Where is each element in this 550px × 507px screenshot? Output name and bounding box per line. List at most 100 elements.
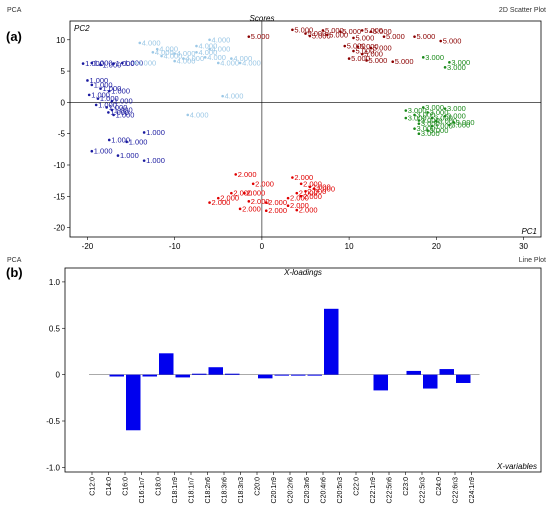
- score-point: [360, 29, 364, 32]
- score-point: [186, 113, 190, 117]
- score-point-label: 2.000: [299, 189, 318, 198]
- loading-bar: [406, 370, 421, 375]
- x-tick-label: -10: [169, 242, 181, 251]
- score-point-label: 4.000: [225, 92, 244, 101]
- score-point: [142, 159, 146, 162]
- score-point-label: 2.000: [303, 179, 322, 188]
- score-point-label: 4.000: [233, 54, 252, 63]
- score-point-label: 5.000: [347, 42, 366, 51]
- score-point: [295, 191, 299, 195]
- plot-b-title: X-loadings: [283, 268, 322, 277]
- score-point: [291, 28, 294, 32]
- x-tick-label: C12:0: [90, 477, 97, 496]
- score-point-label: 3.000: [417, 124, 436, 133]
- x-tick-label: C18:3n3: [238, 477, 245, 504]
- score-point: [112, 113, 115, 117]
- loading-bar: [175, 374, 190, 378]
- score-point-label: 1.000: [116, 110, 135, 119]
- score-point: [321, 29, 325, 32]
- score-point: [110, 108, 114, 112]
- plot-b-bars: [109, 308, 471, 431]
- x-tick-label: C20:5n3: [337, 477, 344, 504]
- loading-bar: [142, 374, 157, 377]
- score-point: [138, 41, 142, 45]
- score-point-label: 2.000: [290, 201, 309, 210]
- x-tick-label: C22:5n3: [420, 477, 427, 504]
- x-tick-label: C20:1n9: [271, 477, 278, 504]
- score-point-label: 2.000: [255, 179, 274, 188]
- x-tick-label: C20:4n6: [321, 477, 328, 504]
- y-tick-label: -10: [53, 161, 65, 170]
- score-point-label: 3.000: [447, 104, 466, 113]
- score-point: [417, 119, 421, 122]
- loading-bar: [274, 374, 289, 376]
- score-point: [430, 124, 434, 128]
- loading-bar: [324, 308, 339, 375]
- loading-bar: [423, 374, 438, 389]
- score-point-label: 4.000: [212, 35, 231, 44]
- x-tick-label: C18:3n6: [222, 477, 229, 504]
- score-point: [452, 121, 456, 124]
- score-point: [134, 61, 137, 65]
- score-point: [264, 201, 268, 204]
- score-point-label: 5.000: [373, 27, 392, 36]
- score-point: [413, 127, 416, 130]
- loading-bar: [109, 374, 124, 377]
- score-point: [413, 35, 416, 38]
- score-point-label: 5.000: [325, 26, 344, 35]
- x-tick-label: 20: [432, 242, 441, 251]
- score-point-label: 1.000: [111, 87, 130, 96]
- score-point-label: 4.000: [212, 45, 231, 54]
- score-point: [105, 106, 108, 109]
- score-point: [264, 209, 268, 213]
- score-point: [238, 61, 242, 65]
- loading-bar: [373, 374, 388, 391]
- score-point: [121, 61, 124, 65]
- score-point-label: 2.000: [290, 194, 309, 203]
- score-point: [107, 89, 111, 93]
- score-point: [90, 83, 94, 87]
- y-tick-label: 0: [61, 98, 66, 107]
- plot-b-axes: -1.0 -0.5 0 0.5 1.0 C12:0 C14:0 C16:0 C16:1n7 C18…: [46, 278, 480, 504]
- score-point-label: 4.000: [164, 52, 183, 61]
- x-tick-label: C20:2n6: [288, 477, 295, 504]
- score-point-label: 2.000: [268, 206, 287, 215]
- score-point: [155, 47, 159, 51]
- score-point: [195, 51, 198, 54]
- score-point-label: 1.000: [116, 59, 135, 68]
- score-point: [247, 35, 251, 38]
- score-point: [208, 38, 211, 42]
- score-point: [356, 45, 360, 48]
- score-point: [107, 138, 111, 142]
- score-point-label: 2.000: [316, 184, 335, 193]
- score-point-label: 3.000: [434, 122, 453, 131]
- score-point: [365, 59, 368, 62]
- score-point: [151, 51, 155, 54]
- score-point: [299, 182, 303, 186]
- score-point: [221, 94, 224, 98]
- score-point-label: 4.000: [185, 54, 204, 63]
- score-point: [243, 191, 246, 195]
- score-point-label: 5.000: [329, 30, 348, 39]
- panel-a-header-right: 2D Scatter Plot: [499, 7, 546, 14]
- score-point: [426, 129, 429, 132]
- loading-bar: [225, 373, 240, 375]
- y-tick-label: 0.5: [49, 324, 61, 333]
- x-tick-label: C16:0: [123, 477, 130, 496]
- x-tick-label: C18:1n9: [172, 477, 179, 504]
- score-point-label: 4.000: [190, 110, 209, 119]
- score-point-label: 3.000: [456, 118, 475, 127]
- score-point: [295, 208, 299, 212]
- score-point: [439, 39, 442, 43]
- loading-bar: [258, 374, 273, 379]
- score-point: [203, 56, 207, 59]
- score-point: [417, 122, 421, 125]
- score-point-label: 4.000: [242, 58, 261, 67]
- score-point: [238, 207, 242, 211]
- score-point-label: 2.000: [294, 173, 313, 182]
- score-point: [216, 196, 220, 200]
- x-tick-label: 0: [260, 242, 265, 251]
- score-point: [443, 107, 447, 110]
- plot-a-y-axis-label: PC2: [74, 24, 90, 33]
- x-tick-label: C24:0: [436, 477, 443, 496]
